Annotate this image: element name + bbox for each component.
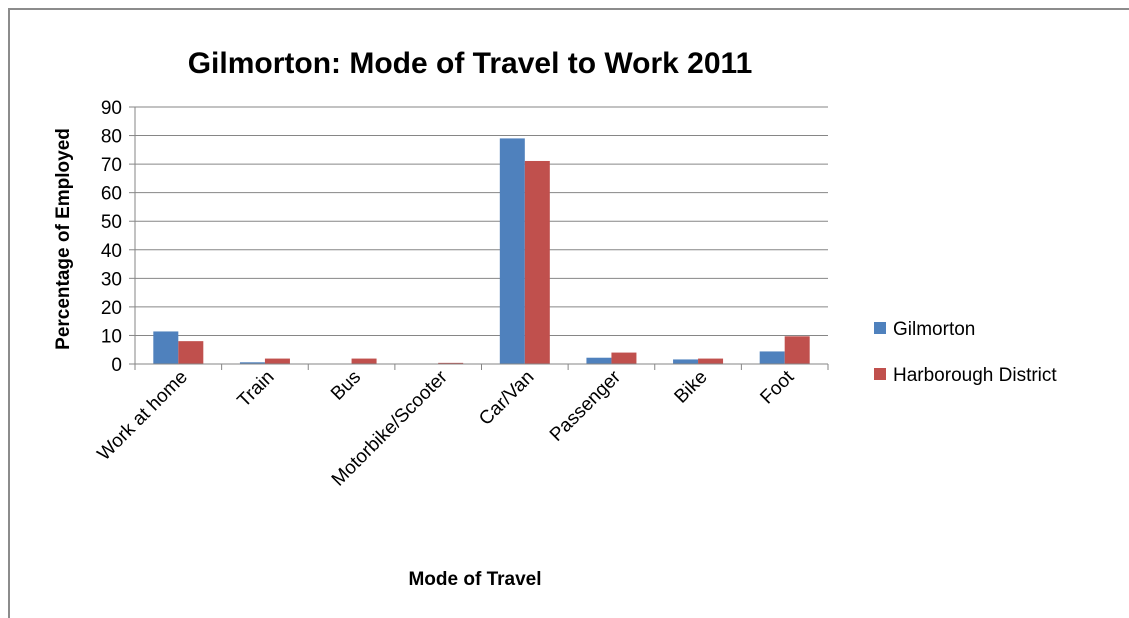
bar (264, 358, 290, 364)
y-tick-label: 10 (101, 326, 122, 347)
y-tick-label: 60 (101, 184, 122, 205)
y-tick-label: 50 (101, 212, 122, 233)
y-tick-label: 30 (101, 269, 122, 290)
x-category-label: Passenger (546, 366, 626, 446)
y-tick-label: 90 (101, 98, 122, 119)
chart-title: Gilmorton: Mode of Travel to Work 2011 (188, 47, 753, 80)
x-category-label: Bike (671, 367, 712, 408)
bar (438, 362, 464, 364)
bar (239, 362, 265, 364)
legend-swatch (874, 368, 886, 380)
bar (499, 138, 525, 364)
y-tick-label: 70 (101, 155, 122, 176)
bar (759, 351, 785, 364)
y-tick-label: 20 (101, 298, 122, 319)
x-category-label: Foot (756, 366, 798, 408)
y-tick-label: 40 (101, 241, 122, 262)
bar (673, 359, 699, 364)
legend: Gilmorton Harborough District (874, 319, 1057, 386)
x-category-label: Car/Van (475, 367, 538, 430)
bar (351, 358, 377, 364)
x-category-label: Train (234, 367, 279, 412)
x-category-label: Bus (327, 367, 365, 405)
x-axis-title: Mode of Travel (408, 569, 541, 590)
y-axis-title: Percentage of Employed (53, 128, 74, 350)
bars (153, 138, 810, 364)
bar (178, 341, 204, 364)
gridlines (135, 106, 828, 336)
legend-label: Harborough District (893, 365, 1057, 386)
legend-swatch (874, 322, 886, 334)
legend-label: Gilmorton (893, 319, 975, 340)
bar (698, 358, 724, 364)
bar (586, 357, 612, 364)
y-tick-label: 80 (101, 127, 122, 148)
bar (784, 336, 810, 364)
chart-frame (8, 8, 1129, 618)
axes (129, 106, 829, 370)
y-tick-label: 0 (111, 355, 122, 376)
bar (153, 331, 179, 364)
x-category-label: Work at home (94, 367, 192, 465)
bar (524, 160, 550, 364)
bar (611, 352, 637, 364)
y-tick-labels: 0 10 20 30 40 50 60 70 80 90 (101, 98, 122, 376)
